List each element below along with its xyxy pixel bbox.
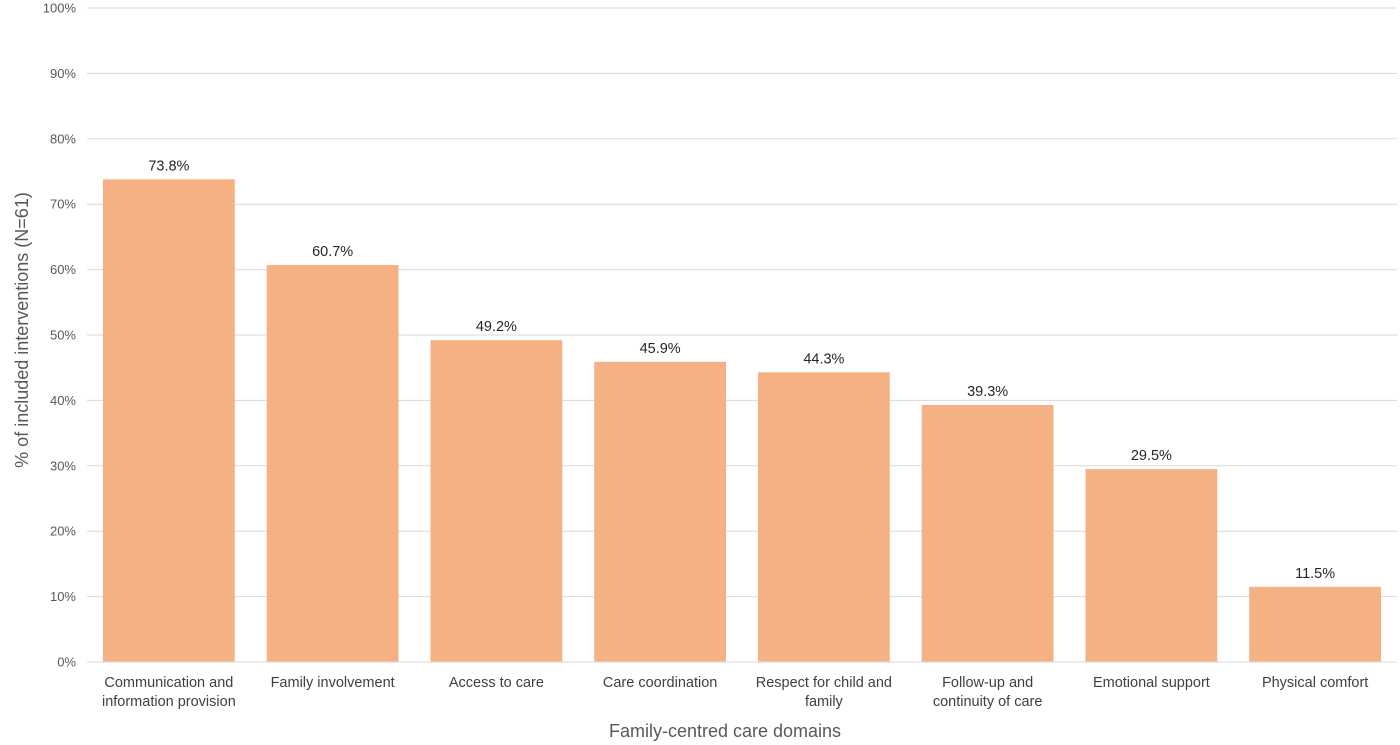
- x-category-label: Access to care: [449, 675, 544, 691]
- bar: [1249, 586, 1382, 662]
- y-axis-ticks: 0% 10% 20% 30% 40% 50% 60% 70% 80% 90% 100%: [43, 1, 77, 670]
- data-label: 44.3%: [803, 351, 844, 367]
- x-category-label: family: [805, 694, 844, 710]
- x-axis-title: Family-centred care domains: [609, 721, 841, 741]
- y-tick-label: 90%: [50, 66, 76, 81]
- data-label: 73.8%: [148, 158, 189, 174]
- y-tick-label: 40%: [50, 393, 76, 408]
- bar: [757, 372, 890, 662]
- data-label: 39.3%: [967, 384, 1008, 400]
- x-category-label: Physical comfort: [1262, 675, 1368, 691]
- bar: [1085, 469, 1218, 662]
- x-category-label: Respect for child and: [756, 675, 892, 691]
- x-category-label: Care coordination: [603, 675, 717, 691]
- y-tick-label: 100%: [43, 1, 77, 16]
- y-tick-label: 30%: [50, 458, 76, 473]
- y-tick-label: 60%: [50, 262, 76, 277]
- x-category-label: Emotional support: [1093, 675, 1210, 691]
- bar: [921, 404, 1054, 662]
- bar: [430, 340, 563, 662]
- data-labels: 73.8% 60.7% 49.2% 45.9% 44.3% 39.3% 29.5% 11.5%: [148, 158, 1335, 581]
- bar: [102, 179, 235, 662]
- data-label: 45.9%: [640, 341, 681, 357]
- y-tick-label: 20%: [50, 524, 76, 539]
- x-category-label: information provision: [102, 694, 236, 710]
- data-label: 60.7%: [312, 244, 353, 260]
- x-category-label: continuity of care: [933, 694, 1043, 710]
- y-axis-title: % of included interventions (N=61): [12, 192, 32, 468]
- x-axis-categories: Communication and information provision Fa…: [102, 675, 1368, 710]
- y-tick-label: 50%: [50, 328, 76, 343]
- x-category-label: Communication and: [104, 675, 233, 691]
- y-tick-label: 80%: [50, 131, 76, 146]
- bar: [594, 361, 727, 662]
- y-tick-label: 0%: [57, 655, 76, 670]
- data-label: 49.2%: [476, 319, 517, 335]
- bar: [266, 265, 399, 662]
- y-tick-label: 70%: [50, 197, 76, 212]
- x-category-label: Family involvement: [271, 675, 395, 691]
- data-label: 29.5%: [1131, 448, 1172, 464]
- bars: [102, 179, 1382, 662]
- x-category-label: Follow-up and: [942, 675, 1033, 691]
- data-label: 11.5%: [1295, 566, 1335, 582]
- y-tick-label: 10%: [50, 589, 76, 604]
